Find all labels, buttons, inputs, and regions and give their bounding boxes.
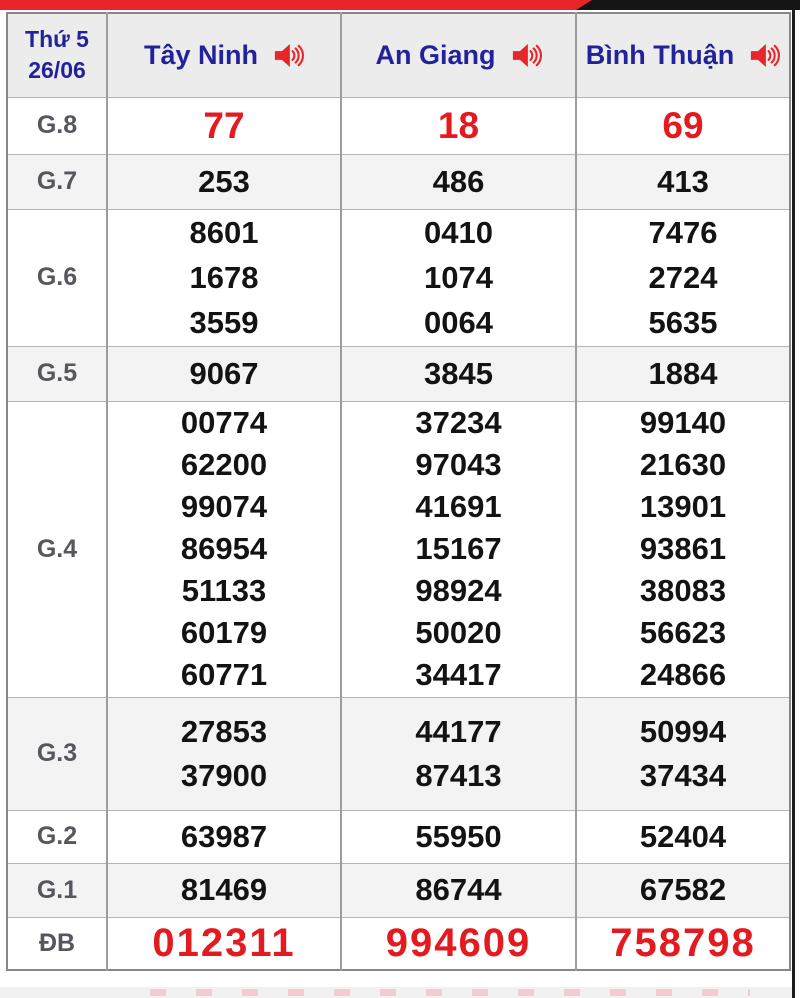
province-header-tay-ninh[interactable]: Tây Ninh — [106, 13, 341, 97]
prize-row-g4: G.4 00774 62200 99074 86954 51133 60179 … — [7, 400, 790, 697]
prize-number: 51133 — [181, 573, 267, 608]
prize-number: 60179 — [180, 615, 268, 650]
prize-number: 37900 — [180, 757, 268, 793]
prize-number: 1074 — [424, 260, 493, 295]
prize-number: 00774 — [180, 405, 268, 440]
prize-number: 69 — [662, 104, 704, 146]
prize-number: 86744 — [415, 872, 502, 907]
prize-number: 67582 — [639, 872, 727, 907]
speaker-icon[interactable] — [750, 42, 781, 69]
prize-row-g8: G.8 77 18 69 — [7, 96, 790, 154]
prize-number: 758798 — [610, 921, 756, 966]
prize-number: 98924 — [415, 573, 502, 608]
prize-number: 15167 — [415, 531, 502, 566]
speaker-icon[interactable] — [512, 42, 542, 69]
province-header-binh-thuan[interactable]: Bình Thuận — [575, 13, 790, 97]
prize-number: 012311 — [152, 921, 296, 966]
province-name[interactable]: An Giang — [375, 39, 496, 70]
prize-number: 2724 — [648, 260, 718, 295]
prize-number: 38083 — [639, 573, 727, 608]
prize-number: 0064 — [424, 305, 493, 340]
prize-row-g1: G.1 81469 86744 67582 — [7, 862, 790, 917]
prize-label: G.6 — [7, 208, 107, 346]
prize-number: 24866 — [639, 657, 727, 692]
right-edge-strip — [792, 10, 795, 998]
prize-number: 52404 — [639, 818, 727, 854]
prize-label: G.7 — [7, 153, 107, 209]
prize-number: 18 — [437, 104, 480, 146]
prize-number: 99074 — [180, 489, 268, 524]
next-section-cutoff — [0, 987, 792, 998]
top-red-bar-segment — [0, 0, 592, 10]
prize-label: G.2 — [7, 809, 107, 863]
cutoff-text-tops — [150, 989, 750, 996]
prize-number: 99140 — [639, 405, 727, 440]
prize-number: 27853 — [180, 713, 268, 749]
draw-date: 26/06 — [28, 57, 86, 84]
prize-number: 0410 — [424, 215, 493, 250]
prize-number: 63987 — [180, 818, 268, 854]
prize-number: 1884 — [648, 355, 718, 391]
prize-number: 86954 — [180, 531, 268, 566]
prize-label: G.8 — [7, 96, 107, 154]
prize-label: ĐB — [7, 916, 107, 970]
prize-number: 37434 — [639, 757, 727, 793]
prize-number: 253 — [198, 163, 250, 199]
prize-number: 50994 — [639, 713, 727, 749]
prize-label: G.5 — [7, 345, 107, 401]
top-red-bar — [0, 0, 800, 10]
prize-label: G.1 — [7, 862, 107, 917]
prize-row-g2: G.2 63987 55950 52404 — [7, 809, 790, 863]
prize-number: 44177 — [415, 713, 502, 749]
prize-number: 21630 — [639, 447, 727, 482]
draw-weekday: Thứ 5 — [25, 26, 89, 53]
prize-number: 62200 — [180, 447, 268, 482]
province-name[interactable]: Tây Ninh — [143, 39, 258, 70]
prize-number: 93861 — [639, 531, 727, 566]
prize-label: G.3 — [7, 696, 107, 810]
prize-number: 60771 — [180, 657, 268, 692]
prize-number: 55950 — [415, 818, 502, 854]
prize-number: 97043 — [415, 447, 502, 482]
prize-number: 8601 — [189, 215, 259, 250]
prize-number: 77 — [203, 104, 245, 146]
prize-row-g3: G.3 27853 37900 44177 87413 50994 37434 — [7, 696, 790, 810]
prize-number: 9067 — [189, 355, 259, 391]
prize-number: 37234 — [415, 405, 502, 440]
prize-number: 87413 — [415, 757, 502, 793]
prize-row-g5: G.5 9067 3845 1884 — [7, 345, 790, 401]
prize-number: 7476 — [648, 215, 718, 250]
prize-row-g7: G.7 253 486 413 — [7, 153, 790, 209]
prize-number: 1678 — [189, 260, 259, 295]
province-name[interactable]: Bình Thuận — [585, 39, 735, 70]
prize-number: 56623 — [639, 615, 727, 650]
prize-row-db: ĐB 012311 994609 758798 — [7, 916, 790, 970]
prize-number: 413 — [657, 163, 709, 199]
province-header-an-giang[interactable]: An Giang — [340, 13, 576, 97]
prize-number: 13901 — [639, 489, 727, 524]
prize-label: G.4 — [7, 400, 107, 697]
prize-number: 3559 — [189, 305, 259, 340]
prize-number: 50020 — [415, 615, 502, 650]
prize-number: 34417 — [415, 657, 502, 692]
speaker-icon[interactable] — [274, 42, 304, 69]
prize-number: 5635 — [648, 305, 718, 340]
prize-number: 486 — [432, 163, 485, 199]
prize-number: 41691 — [415, 489, 502, 524]
table-header-row: Thứ 5 26/06 Tây Ninh An Giang — [7, 13, 790, 97]
prize-row-g6: G.6 8601 1678 3559 0410 1074 0064 7476 2… — [7, 208, 790, 346]
lottery-results-table: Thứ 5 26/06 Tây Ninh An Giang — [6, 12, 791, 971]
prize-number: 81469 — [180, 872, 268, 907]
prize-number: 3845 — [424, 355, 493, 391]
draw-date-cell: Thứ 5 26/06 — [7, 13, 107, 97]
prize-number: 994609 — [385, 921, 532, 966]
